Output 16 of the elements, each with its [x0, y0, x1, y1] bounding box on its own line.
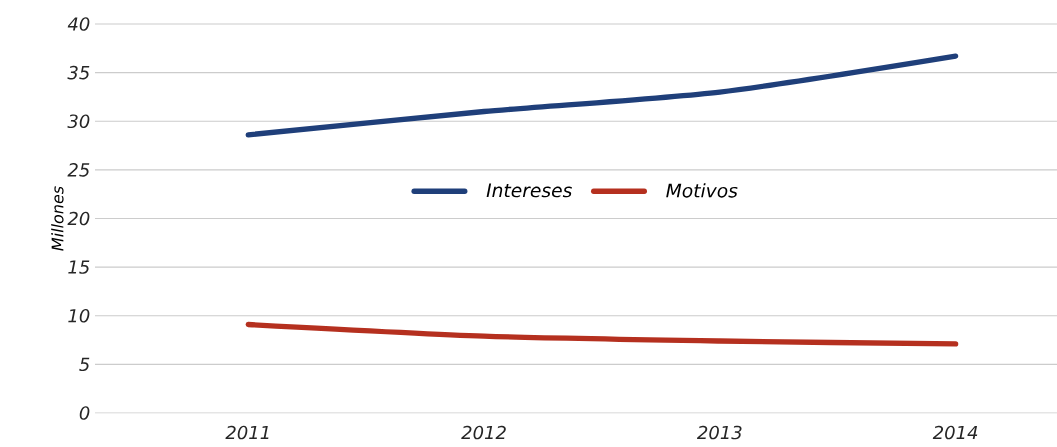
y-tick-label: 30 — [67, 114, 90, 129]
y-tick-label: 35 — [67, 65, 90, 80]
x-tick-label: 2013 — [696, 425, 742, 440]
y-tick-label: 25 — [67, 163, 90, 177]
x-tick-label: 2011 — [225, 425, 269, 440]
y-tick-label: 15 — [68, 260, 90, 274]
y-tick-label: 0 — [79, 406, 90, 420]
legend-label: Intereses — [486, 183, 572, 198]
legend-label: Motivos — [666, 183, 738, 198]
y-tick-label: 5 — [79, 357, 90, 372]
y-tick-label: 40 — [67, 17, 90, 31]
y-axis-title: Millones — [51, 186, 64, 251]
x-tick-label: 2012 — [461, 425, 506, 440]
y-tick-label: 20 — [67, 211, 90, 226]
y-tick-label: 10 — [68, 308, 90, 323]
x-tick-label: 2014 — [932, 425, 978, 440]
